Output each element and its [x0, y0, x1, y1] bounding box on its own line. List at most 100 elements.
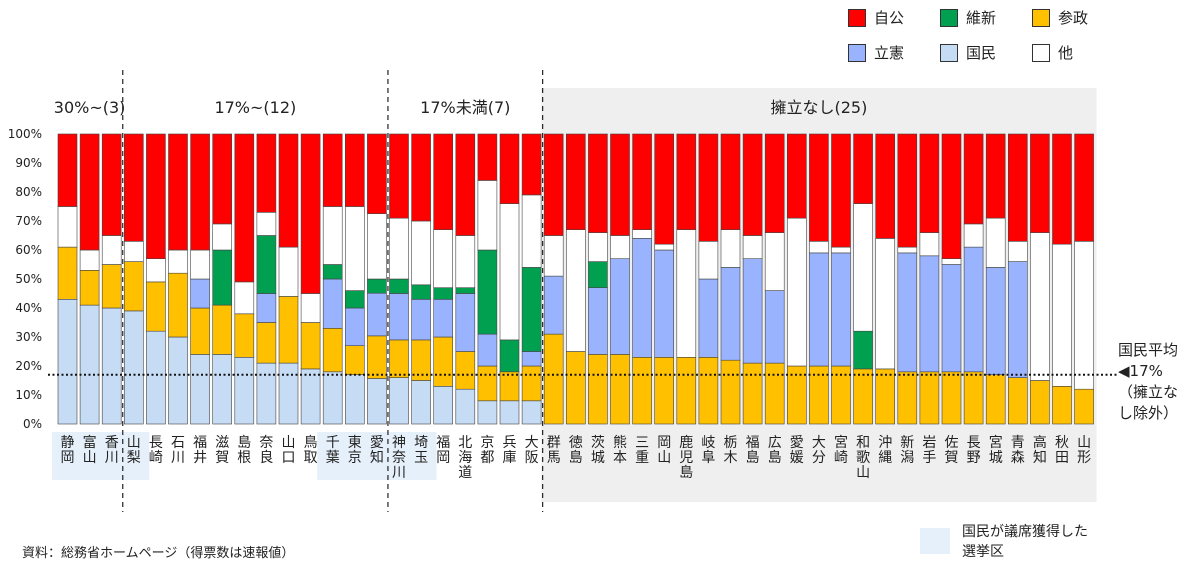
bar-segment-rikken: [610, 258, 630, 355]
category-label: 宮城: [989, 435, 1003, 466]
category-label: 富山: [83, 434, 97, 466]
bar-segment-other: [101, 235, 122, 265]
bar-segment-jiko: [124, 133, 144, 242]
bar-segment-sansei: [676, 356, 697, 425]
bar-segment-ishin: [499, 339, 520, 373]
bar-segment-rikken: [698, 278, 719, 358]
legend-label-ishin: 維新: [966, 9, 997, 27]
bar-segment-sansei: [1052, 385, 1072, 425]
category-label: 徳島: [569, 435, 583, 466]
bar-segment-rikken: [455, 293, 476, 352]
group-label: 30%~(3): [54, 98, 126, 117]
bar-segment-jiko: [389, 133, 409, 219]
bar-segment-kokumin: [411, 380, 431, 425]
bar-segment-jiko: [146, 133, 166, 259]
category-label: 新潟: [900, 435, 914, 466]
bar-segment-jiko: [477, 133, 498, 181]
bar-segment-jiko: [543, 133, 564, 236]
category-label: 広島: [768, 435, 782, 466]
bar-segment-kokumin: [146, 330, 166, 425]
bar-segment-jiko: [278, 133, 299, 248]
legend-swatch-rikken: [848, 44, 866, 62]
bar-segment-other: [433, 229, 454, 288]
bar-segment-other: [941, 258, 962, 265]
bar-segment-rikken: [831, 252, 851, 367]
bar-segment-sansei: [1030, 380, 1050, 425]
bar-segment-jiko: [610, 133, 630, 236]
bar-segment-sansei: [190, 307, 210, 355]
bar-segment-rikken: [344, 307, 365, 347]
category-label: 岩手: [922, 435, 936, 466]
bar-segment-sansei: [588, 354, 608, 425]
bar-segment-jiko: [79, 133, 100, 251]
category-label: 香川: [105, 435, 119, 466]
bar-segment-kokumin: [168, 336, 188, 425]
category-label: 福井: [193, 435, 207, 466]
category-label: 山形: [1077, 435, 1091, 466]
category-label: 岐阜: [701, 435, 715, 466]
y-tick-label: 30%: [15, 330, 42, 344]
bar-segment-kokumin: [57, 298, 78, 425]
source-note: 資料：総務省ホームページ（得票数は速報値）: [22, 546, 295, 561]
bar-segment-jiko: [521, 133, 542, 196]
bar-segment-ishin: [433, 287, 454, 300]
bar-segment-other: [632, 229, 652, 239]
bar-segment-jiko: [588, 133, 608, 233]
bar-segment-jiko: [676, 133, 697, 230]
bar-segment-other: [1030, 232, 1050, 381]
bar-segment-other: [124, 241, 144, 262]
bar-segment-jiko: [212, 133, 232, 225]
y-tick-label: 20%: [15, 359, 42, 373]
bar-segment-other: [786, 217, 807, 367]
category-label: 滋賀: [215, 435, 229, 466]
bar-segment-ishin: [256, 235, 277, 294]
bar-segment-rikken: [1007, 261, 1028, 378]
bar-segment-sansei: [433, 336, 454, 387]
bar-segment-other: [610, 235, 630, 260]
category-label: 北海道: [458, 435, 472, 481]
bar-segment-sansei: [875, 368, 896, 425]
y-tick-label: 40%: [15, 301, 42, 315]
bar-segment-sansei: [278, 296, 299, 364]
bar-segment-jiko: [300, 133, 321, 294]
bar-segment-jiko: [455, 133, 476, 236]
bar-segment-kokumin: [499, 400, 520, 425]
bar-segment-jiko: [853, 133, 873, 204]
bar-segment-other: [521, 194, 542, 268]
bar-segment-sansei: [477, 365, 498, 402]
bar-segment-other: [256, 212, 277, 236]
bar-segment-other: [742, 235, 763, 260]
bar-segment-jiko: [720, 133, 741, 230]
bar-segment-rikken: [897, 252, 918, 373]
bar-segment-other: [963, 223, 984, 248]
category-label: 鳥取: [304, 435, 318, 466]
bar-segment-jiko: [654, 133, 675, 245]
bar-segment-rikken: [632, 238, 652, 358]
category-label: 大阪: [525, 435, 539, 466]
bar-segment-kokumin: [367, 378, 387, 425]
category-label: 秋田: [1055, 435, 1069, 466]
group-label: 擁立なし(25): [770, 98, 867, 117]
bar-segment-rikken: [477, 333, 498, 367]
bar-segment-jiko: [809, 133, 829, 242]
avg-note-line2: ◀17%: [1118, 362, 1163, 380]
bar-segment-other: [146, 258, 166, 283]
bar-segment-other: [455, 235, 476, 289]
kokumin-seat-legend-line1: 国民が議席獲得した: [962, 524, 1088, 540]
bar-segment-other: [654, 243, 675, 251]
bar-segment-other: [565, 229, 586, 352]
category-label: 佐賀: [945, 435, 959, 466]
bar-segment-sansei: [610, 354, 630, 425]
bar-segment-ishin: [389, 278, 409, 294]
bar-segment-sansei: [256, 322, 277, 364]
bar-segment-sansei: [455, 351, 476, 390]
bar-segment-sansei: [1007, 377, 1028, 425]
category-label: 群馬: [547, 435, 561, 466]
y-tick-label: 0%: [23, 417, 42, 431]
bar-segment-sansei: [543, 333, 564, 425]
bar-segment-rikken: [985, 267, 1006, 375]
category-label: 兵庫: [503, 435, 517, 466]
category-label: 福岡: [436, 435, 450, 466]
category-label: 熊本: [613, 435, 627, 466]
category-label: 茨城: [591, 435, 605, 466]
